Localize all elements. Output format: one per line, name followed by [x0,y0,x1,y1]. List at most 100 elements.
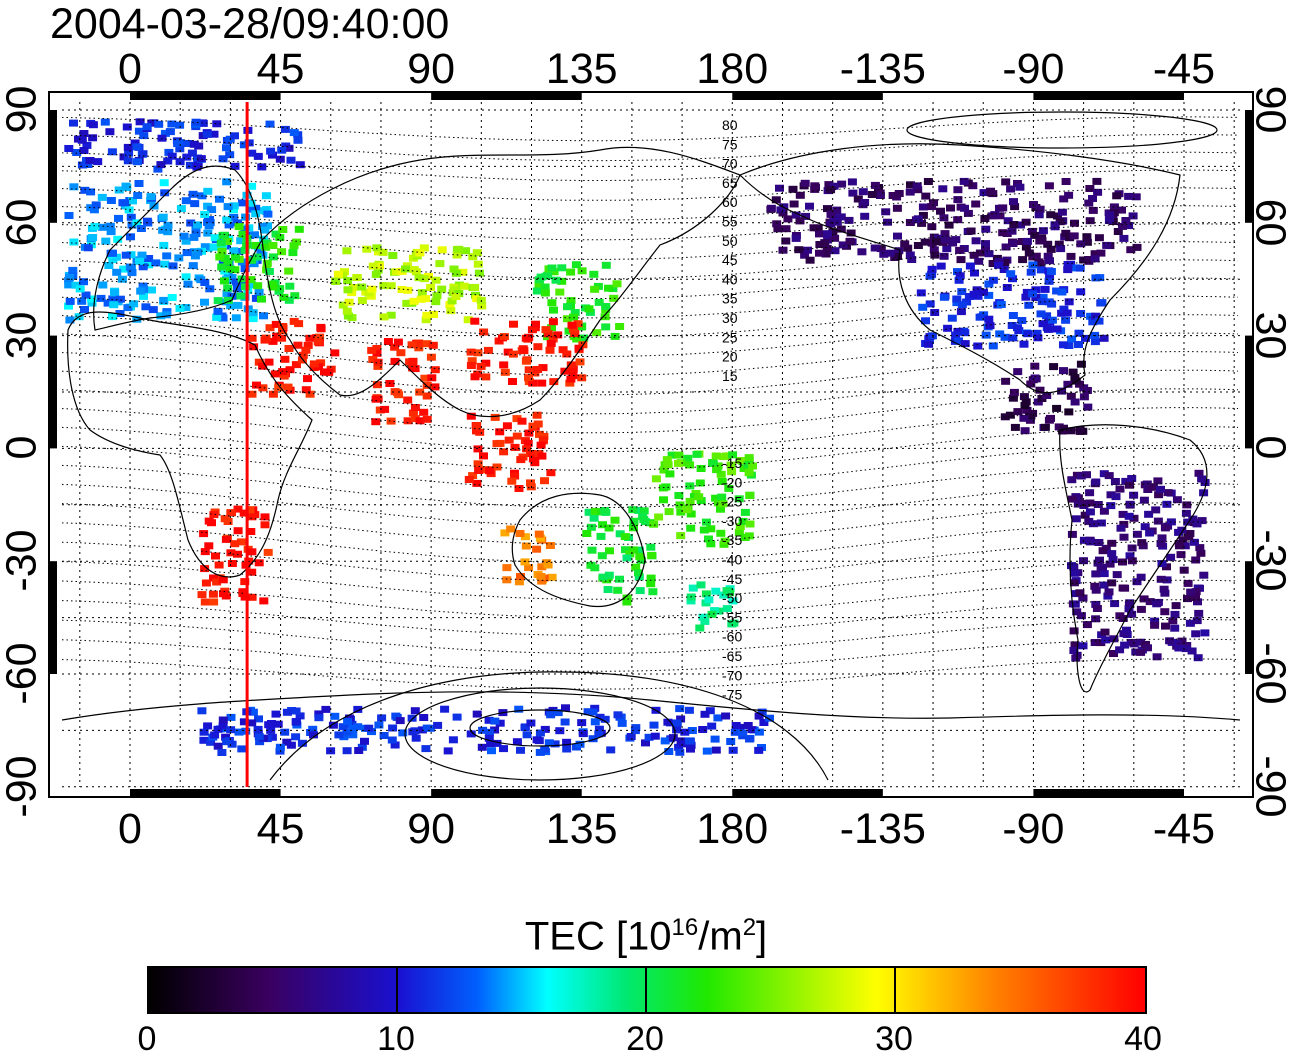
tec-cell [1181,645,1191,653]
tec-cell [301,386,311,394]
tec-cell [1066,427,1076,435]
tec-cell [1082,471,1091,479]
tec-cell [514,578,524,586]
tec-cell [534,530,544,538]
tec-cell [277,248,287,256]
tec-cell [549,306,558,314]
tec-cell [521,542,531,550]
tec-cell [220,231,229,239]
tec-cell [1037,237,1047,245]
tec-cell [1070,398,1080,406]
magnetic-latitude-contour [62,351,1239,396]
tec-cell [261,243,271,251]
tec-cell [200,279,210,286]
tec-cell [1020,427,1030,435]
tec-cell [373,362,383,370]
tec-cell [260,521,270,529]
tec-cell [672,719,682,727]
tec-cell [106,228,116,236]
tec-cell [964,293,974,300]
tec-cell [121,251,131,259]
tec-cell [215,195,224,203]
tec-cell [956,308,966,316]
tec-cell [1017,238,1027,245]
tec-cell [275,155,285,163]
magnetic-latitude-contour [62,407,1239,453]
tec-cell [146,193,156,201]
tec-cell [1075,264,1085,272]
tec-cell [387,736,397,744]
tec-cell [432,292,442,300]
tec-cell [590,704,600,712]
tec-cell [1119,234,1129,242]
tec-cell [744,532,754,540]
tec-cell [743,722,753,729]
tec-cell [454,281,464,289]
tec-cell [239,141,249,149]
tec-cell [587,546,597,554]
tec-cell [734,529,744,536]
tec-cell [667,451,677,459]
tec-cell [181,197,191,205]
tec-cell [663,718,673,726]
tec-cell [1001,377,1011,385]
contour-label: 80 [722,117,738,133]
tec-cell [694,493,704,501]
tec-cell [190,200,200,208]
tec-cell [303,341,313,349]
tec-cell [1124,605,1134,613]
tec-cell [1113,228,1123,235]
tec-cell [1096,519,1106,527]
south-america-coast [1059,424,1208,693]
tec-cell [1161,622,1170,630]
tec-cell [846,229,856,237]
tec-cell [357,283,367,291]
tec-cell [1106,502,1116,510]
tec-cell [1177,637,1187,645]
tec-cell [1078,642,1088,650]
tec-cell [386,311,396,319]
tec-cell [903,244,913,252]
tec-cell [241,213,251,221]
tec-cell [586,561,596,569]
magnetic-latitude-contour [62,483,1239,527]
tec-cell [549,378,559,386]
tec-cell [595,713,605,721]
tec-cell [981,240,990,248]
tec-cell [1043,252,1053,260]
tec-cell [216,239,226,247]
tec-cell [972,286,982,294]
tec-cell [1086,538,1096,546]
tec-cell [588,708,598,716]
tec-cell [1015,183,1025,191]
tec-cell [1181,509,1191,517]
tec-cell [775,184,784,192]
tec-cell [953,216,963,224]
contour-label: 35 [722,291,738,307]
tec-cell [285,366,295,374]
tec-cell [230,162,240,170]
tec-cell [367,285,377,293]
magnetic-latitude-contour [62,187,1239,221]
tec-cell [1096,249,1106,257]
tec-cell [686,741,696,749]
tec-cell [1178,536,1188,544]
tec-cell [1165,637,1175,645]
axis-tick-label: -90 [1002,805,1065,853]
tec-cell [368,356,378,363]
tec-cell [213,742,223,750]
tec-cell [907,256,917,263]
tec-cell [1021,398,1031,406]
tec-cell [920,238,930,246]
tec-cell [247,149,257,157]
axis-band [431,789,582,797]
tec-cell [563,303,572,311]
tec-cell [1099,334,1109,342]
tec-cell [1150,617,1160,625]
tec-cell [939,293,949,301]
tec-cell [183,140,193,147]
tec-cell [1192,520,1202,528]
tec-cell [535,729,545,737]
tec-cell [988,276,998,284]
tec-cell [705,707,715,715]
